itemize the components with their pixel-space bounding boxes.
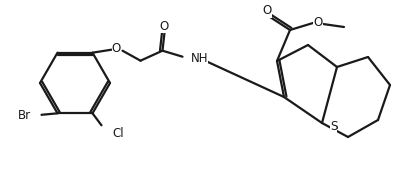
Text: O: O — [263, 5, 272, 18]
Text: Br: Br — [18, 109, 31, 122]
Text: O: O — [314, 16, 323, 30]
Text: Cl: Cl — [112, 127, 124, 140]
Text: Br: Br — [18, 109, 31, 122]
Text: O: O — [112, 42, 121, 55]
Text: O: O — [112, 42, 121, 55]
Text: Cl: Cl — [112, 127, 124, 140]
Text: NH: NH — [191, 52, 208, 65]
Text: O: O — [314, 16, 323, 30]
Text: NH: NH — [191, 52, 208, 65]
Text: S: S — [330, 120, 337, 132]
Text: O: O — [263, 5, 272, 18]
Text: O: O — [160, 20, 169, 33]
Text: O: O — [160, 20, 169, 33]
Text: S: S — [330, 120, 337, 132]
